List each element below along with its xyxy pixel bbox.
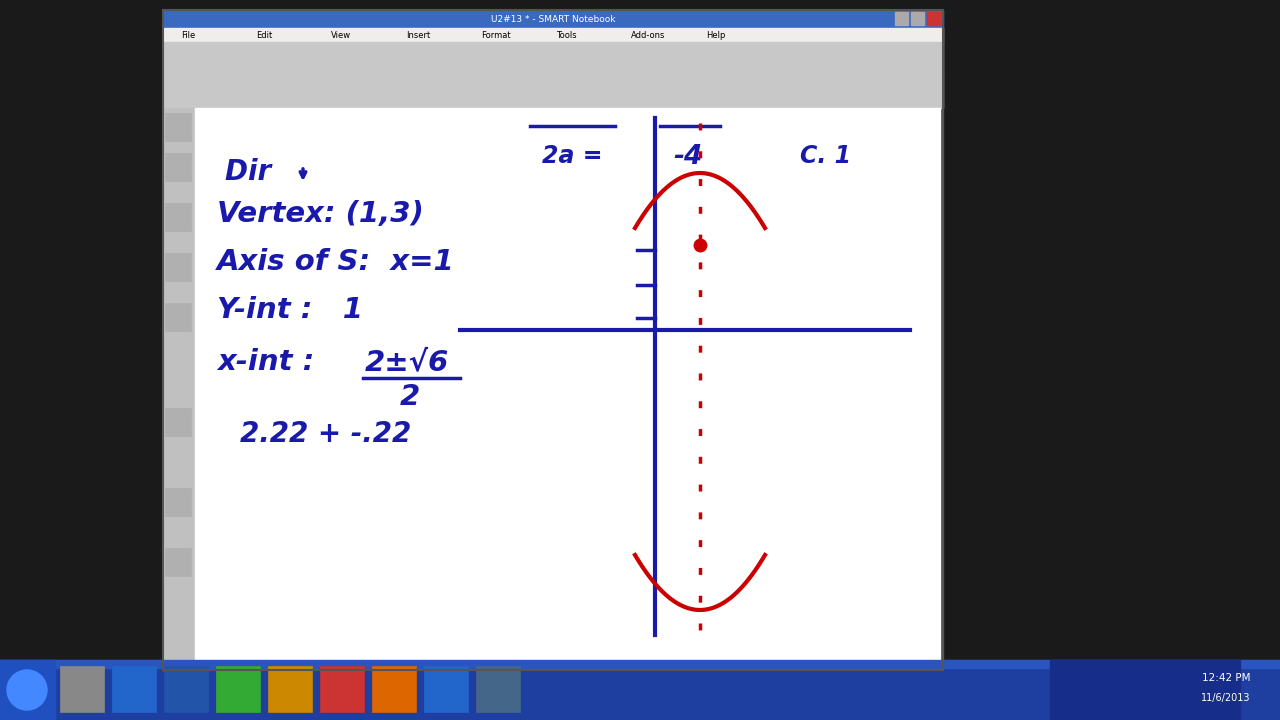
Text: Axis of S:  x=1: Axis of S: x=1 bbox=[218, 248, 454, 276]
Text: Insert: Insert bbox=[406, 30, 430, 40]
Bar bbox=[165, 303, 191, 331]
Bar bbox=[372, 666, 416, 712]
Bar bbox=[195, 108, 940, 665]
Bar bbox=[424, 666, 468, 712]
Text: x-int :: x-int : bbox=[218, 348, 315, 376]
Bar bbox=[320, 666, 364, 712]
Bar bbox=[268, 666, 312, 712]
Bar bbox=[165, 488, 191, 516]
Bar bbox=[163, 42, 943, 78]
Bar bbox=[163, 10, 943, 670]
Bar bbox=[60, 666, 104, 712]
Text: Tools: Tools bbox=[556, 30, 576, 40]
Bar bbox=[216, 666, 260, 712]
Bar bbox=[165, 548, 191, 576]
Bar bbox=[165, 113, 191, 141]
Circle shape bbox=[6, 670, 47, 710]
Bar bbox=[927, 12, 940, 25]
Bar bbox=[476, 666, 520, 712]
Text: Add-ons: Add-ons bbox=[631, 30, 666, 40]
Text: Dir: Dir bbox=[225, 158, 280, 186]
Bar bbox=[0, 660, 1280, 668]
Text: Help: Help bbox=[707, 30, 726, 40]
Text: 11/6/2013: 11/6/2013 bbox=[1201, 693, 1251, 703]
Bar bbox=[0, 660, 55, 720]
Text: Format: Format bbox=[481, 30, 511, 40]
Text: -4: -4 bbox=[673, 144, 703, 170]
Text: 2±√6: 2±√6 bbox=[365, 348, 449, 376]
Bar bbox=[163, 78, 943, 108]
Bar bbox=[1050, 660, 1240, 720]
Bar bbox=[165, 408, 191, 436]
Text: Vertex: (1,3): Vertex: (1,3) bbox=[218, 200, 424, 228]
Text: U2#13 * - SMART Notebook: U2#13 * - SMART Notebook bbox=[490, 14, 616, 24]
Text: File: File bbox=[180, 30, 196, 40]
Bar bbox=[163, 10, 943, 28]
Text: 12:42 PM: 12:42 PM bbox=[1202, 673, 1251, 683]
Text: 2.22 + -.22: 2.22 + -.22 bbox=[241, 420, 411, 448]
Bar bbox=[895, 12, 908, 25]
Text: Edit: Edit bbox=[256, 30, 273, 40]
Text: Y-int :   1: Y-int : 1 bbox=[218, 296, 364, 324]
Text: 2a =: 2a = bbox=[541, 144, 603, 168]
Bar bbox=[164, 666, 207, 712]
Text: View: View bbox=[332, 30, 351, 40]
Bar bbox=[165, 153, 191, 181]
Bar bbox=[165, 203, 191, 231]
Text: C. 1: C. 1 bbox=[800, 144, 851, 168]
Bar bbox=[165, 253, 191, 281]
Bar bbox=[163, 108, 195, 670]
Bar bbox=[113, 666, 156, 712]
Bar bbox=[0, 660, 1280, 720]
Bar bbox=[163, 10, 943, 670]
Bar bbox=[163, 28, 943, 42]
Bar bbox=[911, 12, 924, 25]
Text: 2: 2 bbox=[399, 383, 420, 411]
